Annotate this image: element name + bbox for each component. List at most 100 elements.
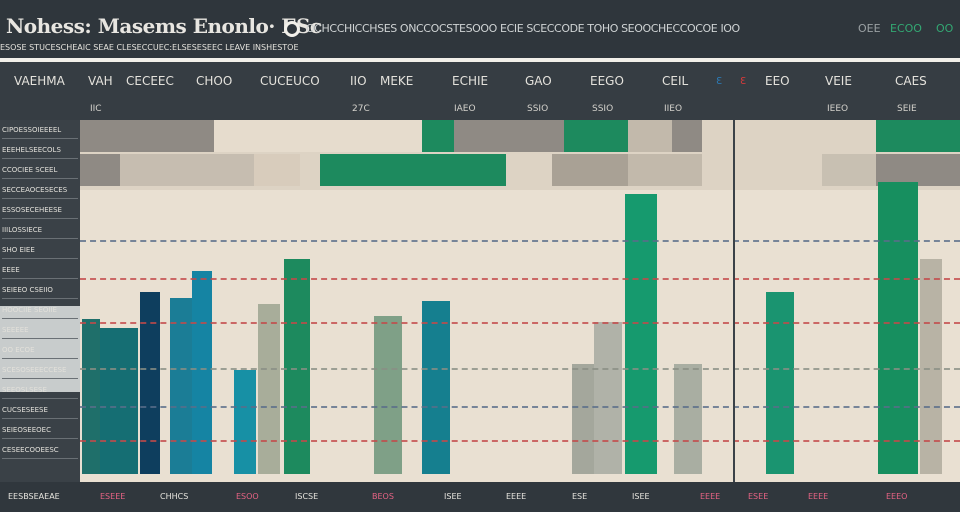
chart-bar[interactable] — [284, 259, 310, 474]
chart-bar[interactable] — [920, 259, 942, 474]
column-flag-icon: Ɛ — [716, 76, 723, 87]
footer-label: EEEE — [506, 492, 527, 501]
sidebar-selected-panel[interactable] — [0, 306, 80, 392]
column-value: 27C — [352, 104, 370, 114]
footer-label: CHHCS — [160, 492, 189, 501]
band-block — [628, 120, 672, 152]
footer-label: ESEE — [748, 492, 769, 501]
status-radio-icon[interactable] — [284, 21, 300, 37]
chart-bar[interactable] — [674, 363, 702, 474]
chart-bar[interactable] — [258, 304, 280, 474]
footer-label: ESE — [572, 492, 588, 501]
chart-bar[interactable] — [422, 301, 450, 474]
column-header[interactable]: CAES — [895, 74, 927, 88]
sidebar-item[interactable]: SEEEEE — [2, 326, 78, 339]
footer-label: BEOS — [372, 492, 394, 501]
sidebar-item[interactable]: CIPOESSOIEEEEL — [2, 126, 78, 139]
column-header-row: VAEHMA VAH IIC CECEEC CHOO CUCEUCO IIO 27C MEKE E… — [0, 62, 960, 120]
sidebar-item[interactable]: CESEECOOEESC — [2, 446, 78, 459]
column-header[interactable]: CUCEUCO — [260, 74, 320, 88]
footer-label: EESBSEAEAE — [8, 492, 60, 501]
band-block — [876, 120, 960, 152]
sidebar-item[interactable]: CUCSESEESE — [2, 406, 78, 419]
footer-label: ESOO — [236, 492, 259, 501]
chart-bar[interactable] — [878, 181, 918, 474]
band-block — [876, 154, 960, 186]
column-header[interactable]: VAEHMA — [14, 74, 65, 88]
footer-label: ISEE — [632, 492, 650, 501]
column-header[interactable]: ECHIE — [452, 74, 489, 88]
band-block — [80, 120, 214, 152]
grid-line — [80, 322, 960, 324]
footer-label: ISEE — [444, 492, 462, 501]
grid-line — [80, 240, 960, 242]
sidebar-item[interactable]: HOOCIIE SEOIIE — [2, 306, 78, 319]
top-bar: Nohess: Masems Enonlo· ESc OCHCCHICCHSES… — [0, 0, 960, 58]
column-header[interactable]: EEGO — [590, 74, 624, 88]
column-value: IIC — [90, 104, 102, 114]
chart-bar[interactable] — [594, 322, 622, 474]
chart-bar[interactable] — [766, 292, 794, 474]
sidebar-item[interactable]: OO ECOE — [2, 346, 78, 359]
column-header[interactable]: CHOO — [196, 74, 233, 88]
footer-bar: EESBSEAEAE ESEEE CHHCS ESOO ISCSE BEOS ISEE EEE… — [0, 482, 960, 512]
panel-splitter[interactable] — [733, 120, 735, 482]
sidebar-item[interactable]: SHO EIEE — [2, 246, 78, 259]
band-block — [254, 154, 300, 186]
sidebar-item[interactable]: CCOCIEE SCEEL — [2, 166, 78, 179]
column-value: SSIO — [527, 104, 549, 114]
chart-bar[interactable] — [234, 369, 256, 474]
stat-label-1: OEE — [858, 22, 881, 35]
sidebar-item[interactable]: IIILOSSIECE — [2, 226, 78, 239]
chart-bar[interactable] — [192, 271, 212, 474]
band-block — [672, 120, 702, 152]
chart-bar[interactable] — [140, 292, 160, 474]
column-header[interactable]: VAH — [88, 74, 113, 88]
band-block — [552, 154, 628, 186]
chart-bar[interactable] — [170, 298, 192, 474]
band-block — [80, 154, 120, 186]
column-header[interactable]: MEKE — [380, 74, 414, 88]
chart-top-band — [80, 120, 960, 190]
sidebar-item[interactable]: EEEHELSEECOLS — [2, 146, 78, 159]
footer-label: EEEE — [700, 492, 721, 501]
grid-line — [80, 440, 960, 442]
column-value: IIEO — [664, 104, 683, 114]
sidebar: CIPOESSOIEEEEL EEEHELSEECOLS CCOCIEE SCEEL… — [0, 120, 80, 482]
column-header[interactable]: GAO — [525, 74, 552, 88]
band-block — [120, 154, 254, 186]
column-header[interactable]: EEO — [765, 74, 790, 88]
sidebar-item[interactable]: SEIEEO CSEIIO — [2, 286, 78, 299]
column-header[interactable]: CECEEC — [126, 74, 174, 88]
chart-bar[interactable] — [82, 319, 100, 474]
sidebar-item[interactable]: EEEE — [2, 266, 78, 279]
footer-label: EEEO — [886, 492, 908, 501]
sidebar-item[interactable]: SEEOSLSESE — [2, 386, 78, 399]
stat-label-2: ECOO — [890, 22, 922, 35]
band-block — [214, 120, 422, 152]
band-block — [422, 120, 454, 152]
band-block — [320, 154, 506, 186]
grid-line — [80, 406, 960, 408]
column-value: IEEO — [827, 104, 849, 114]
footer-label: ESEEE — [100, 492, 126, 501]
sidebar-item[interactable]: SCESOSEEECCESE — [2, 366, 78, 379]
subtitle-line: ESOSE STUCESCHEAIC SEAE CLESECCUEC:ELSES… — [0, 43, 299, 52]
column-header[interactable]: IIO — [350, 74, 367, 88]
sidebar-item[interactable]: SECCEAOCESECES — [2, 186, 78, 199]
footer-label: ISCSE — [295, 492, 319, 501]
band-block — [822, 154, 876, 186]
column-header[interactable]: CEIL — [662, 74, 689, 88]
sidebar-item[interactable]: ESSOSECEHEESE — [2, 206, 78, 219]
chart-bar[interactable] — [374, 316, 402, 474]
chart-bar[interactable] — [572, 363, 596, 474]
chart-bar[interactable] — [625, 193, 657, 474]
sidebar-item[interactable]: SEIEOSEEOEC — [2, 426, 78, 439]
column-header[interactable]: VEIE — [825, 74, 852, 88]
chart-bar[interactable] — [100, 327, 138, 474]
column-flag-icon: Ɛ — [740, 76, 747, 87]
footer-label: EEEE — [808, 492, 829, 501]
band-block — [628, 154, 702, 186]
breadcrumb[interactable]: OCHCCHICCHSES ONCCOCSTESOOO ECIE SCECCOD… — [306, 22, 740, 35]
stat-label-3: OO — [936, 22, 954, 35]
